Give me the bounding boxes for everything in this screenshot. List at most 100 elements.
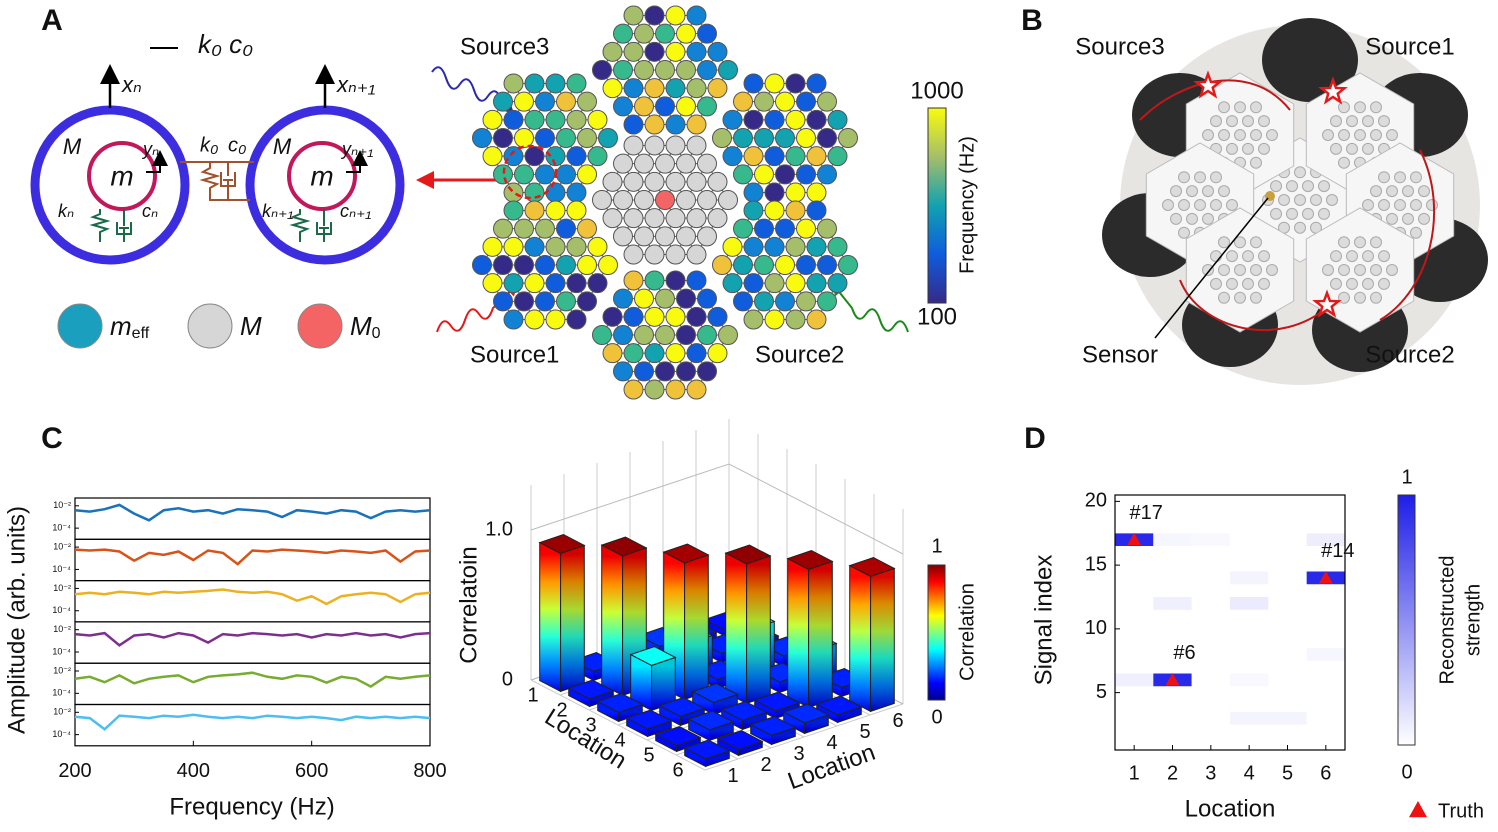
bar-top	[749, 716, 797, 736]
resonator	[697, 288, 717, 309]
resonator	[644, 208, 665, 229]
heat-cell	[1115, 558, 1154, 572]
resonator	[566, 182, 587, 203]
heat-cell	[1268, 609, 1307, 623]
colorbar-tick: 0	[931, 706, 942, 728]
arrow	[146, 150, 168, 173]
y-tick-label: 10⁻²	[53, 583, 71, 593]
mass-label: M	[63, 134, 82, 159]
resonator	[602, 343, 623, 364]
resonator	[566, 236, 587, 257]
resonator	[686, 306, 707, 327]
y-tick-label: 10⁻²	[53, 665, 71, 675]
resonator	[676, 288, 696, 309]
resonator	[1338, 101, 1350, 114]
resonator	[524, 200, 545, 221]
bar-top	[625, 709, 673, 730]
resonator	[838, 255, 858, 275]
damper	[116, 209, 132, 242]
resonator	[1242, 277, 1254, 290]
resonator	[634, 288, 654, 309]
resonator	[707, 343, 728, 364]
x-tick-label: 4	[615, 730, 626, 752]
bar	[625, 709, 673, 738]
disp-label: yₙ	[141, 139, 159, 159]
resonator	[1310, 194, 1322, 206]
colorbar	[927, 564, 946, 701]
heat-cell	[1153, 597, 1192, 610]
resonator	[697, 325, 717, 345]
y-tick-label: 10⁻²	[53, 500, 71, 510]
resonator	[524, 109, 545, 130]
resonator	[1362, 142, 1374, 155]
resonator	[785, 200, 806, 221]
colorbar-label: strength	[1462, 584, 1484, 656]
resonator	[817, 128, 837, 148]
resonator	[623, 5, 644, 26]
heat-cell	[1268, 635, 1307, 648]
resonator	[644, 343, 665, 364]
resonator	[1210, 115, 1222, 128]
resonator	[556, 255, 576, 275]
resonator	[785, 182, 806, 203]
resonator	[613, 226, 633, 247]
bar-top	[600, 536, 648, 557]
bar	[815, 695, 863, 724]
resonator	[655, 226, 675, 247]
heat-cell	[1153, 648, 1192, 661]
heat-cell	[1268, 622, 1307, 636]
resonator	[1410, 226, 1422, 239]
resonator	[785, 309, 806, 330]
bar	[654, 726, 702, 753]
resonator	[1234, 236, 1246, 249]
resonator	[785, 273, 806, 294]
y-tick-label: 1	[728, 765, 739, 787]
resonator	[577, 91, 597, 112]
resonator	[482, 273, 503, 294]
x-tick-label: 2	[1167, 762, 1178, 784]
resonator	[764, 182, 785, 203]
resonator	[1378, 171, 1390, 184]
resonator	[1378, 250, 1390, 263]
z-tick-label: 0	[502, 668, 513, 690]
x-tick-label: 1	[528, 685, 539, 707]
resonator	[718, 190, 738, 210]
heat-cell	[1191, 635, 1230, 648]
resonator	[1394, 199, 1406, 211]
resonator	[556, 91, 576, 112]
heat-cell	[1268, 737, 1307, 750]
resonator	[686, 114, 707, 135]
source-label: Source2	[1365, 341, 1454, 368]
resonator	[535, 91, 555, 112]
panel-label: B	[1021, 4, 1043, 37]
y-tick-label: 10⁻⁴	[52, 523, 71, 533]
resonator	[1338, 291, 1350, 304]
resonator	[665, 306, 686, 327]
resonator	[644, 135, 665, 156]
resonator	[665, 171, 686, 192]
y-axis-label: Amplitude (arb. units)	[3, 506, 30, 734]
heat-cell	[1191, 520, 1230, 534]
resonator	[665, 379, 686, 400]
resonator	[1210, 171, 1222, 184]
colorbar-label: Frequency (Hz)	[956, 136, 978, 274]
resonator	[602, 171, 623, 192]
resonator	[827, 236, 848, 257]
annotation: #14	[1321, 540, 1354, 562]
source-wave	[431, 66, 515, 115]
bar-top	[724, 544, 772, 565]
resonator	[634, 96, 654, 117]
bar	[724, 544, 772, 705]
resonator	[545, 109, 566, 130]
resonator	[655, 361, 675, 382]
resonator	[1226, 277, 1238, 290]
resonator	[1218, 264, 1230, 276]
resonator	[566, 109, 587, 130]
resonator	[503, 236, 524, 257]
heat-cell	[1230, 622, 1269, 636]
heat-cell	[1191, 711, 1230, 725]
resonator	[1338, 236, 1350, 249]
annotation: #17	[1129, 502, 1162, 524]
heat-cell	[1115, 622, 1154, 636]
heat-cell	[1191, 609, 1230, 623]
